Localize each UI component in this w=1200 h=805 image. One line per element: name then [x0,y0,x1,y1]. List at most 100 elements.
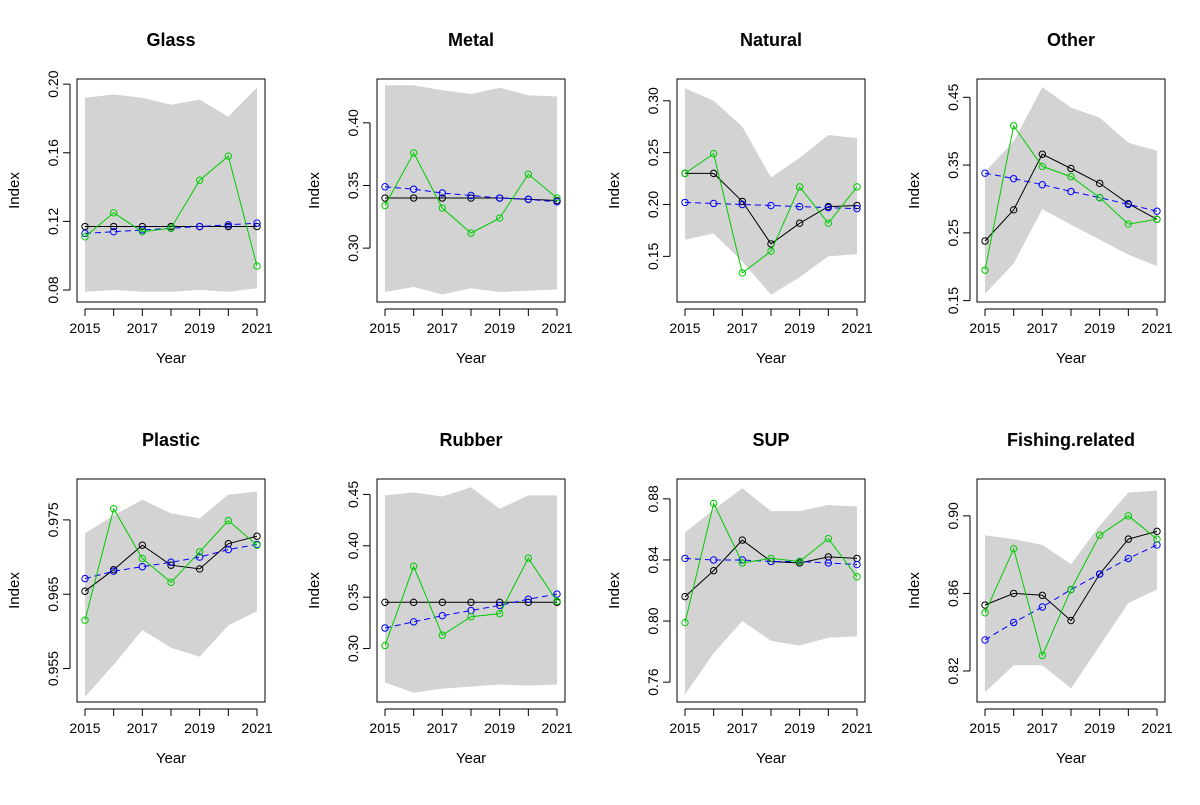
series-1-point [381,183,389,191]
plot-frame [676,478,866,703]
series-2-point [853,573,861,581]
series-1-point [1067,187,1075,196]
x-tick-label: 2019 [1084,720,1115,736]
series-1-point [1009,174,1018,183]
series-1-point [81,574,89,583]
series-2-point [1124,512,1133,520]
series-1-point [438,611,447,620]
series-2-point [109,505,118,513]
series-line-2 [684,152,858,274]
series-1-point [709,199,718,208]
panel-title: Plastic [142,430,200,450]
x-tick-label: 2017 [127,720,158,736]
series-1-point [495,601,504,610]
series-1-point [1124,200,1133,209]
x-tick-label: 2021 [1141,320,1172,336]
series-line-1 [684,557,858,565]
series-2-point [1153,215,1161,224]
y-tick-label: 0.35 [345,172,361,199]
panel-title: Glass [146,30,195,50]
series-0-point [467,598,475,607]
y-tick-label: 0.30 [345,635,361,662]
series-2-point [438,631,447,639]
series-1-point [109,227,118,236]
series-1-point [438,189,447,197]
series-2-point [524,554,533,562]
x-tick-label: 2019 [184,320,215,336]
x-tick-label: 2021 [541,720,572,736]
series-2-point [824,219,833,227]
series-1-point [709,556,718,564]
panel-glass: Glass 2015 2017 2019 2021 Year 0.08 0.12 0.16 0.2… [6,30,273,367]
x-tick-label: 2015 [969,720,1000,736]
y-tick-label: 0.30 [345,234,361,261]
series-line-0 [685,172,858,245]
y-tick-label: 0.16 [45,139,61,166]
series-2-point [795,183,804,191]
x-tick-label: 2017 [427,720,458,736]
y-axis-label: Index [906,172,923,209]
series-1-point [253,219,261,227]
series-1-point [224,545,233,554]
x-axis-label: Year [756,750,786,767]
series-2-point [681,618,689,627]
series-0-point [524,598,533,607]
series-2-point [1009,545,1018,553]
series-2-point [1067,585,1075,594]
series-0-point [795,219,804,227]
series-0-point [167,561,175,569]
series-2-point [767,554,775,563]
panel-fishing-related: Fishing.related 2015 2017 2019 2021 Year 0.82 0… [906,430,1173,767]
panel-title: Fishing.related [1007,430,1135,450]
panel-title: Rubber [440,430,503,450]
series-0-point [1009,589,1018,598]
series-2-point [1038,162,1047,171]
series-2-point [709,149,718,158]
series-2-point [553,194,561,202]
confidence-band [385,487,557,693]
series-0-point [681,592,689,601]
series-2-point [224,152,233,160]
x-axis-label: Year [456,750,486,767]
series-2-point [1038,651,1047,660]
series-2-point [381,201,389,210]
series-2-point [524,170,533,178]
series-0-point [1038,591,1047,600]
confidence-band [85,87,257,292]
y-tick-label: 0.45 [345,481,361,508]
x-tick-label: 2015 [669,320,700,336]
series-2-point [495,214,504,222]
plot-frame [76,78,266,303]
y-tick-label: 0.35 [945,151,961,178]
panel-title: SUP [752,430,789,450]
series-line-2 [384,557,558,646]
x-tick-label: 2015 [969,320,1000,336]
series-2-point [195,548,204,556]
series-2-point [709,499,718,508]
x-tick-label: 2017 [127,320,158,336]
series-2-point [738,269,747,277]
x-tick-label: 2017 [727,320,758,336]
confidence-band [985,490,1157,693]
y-tick-label: 0.82 [945,657,961,684]
confidence-band [685,488,857,695]
series-2-point [738,559,747,567]
y-tick-label: 0.80 [645,607,661,634]
panel-rubber: Rubber 2015 2017 2019 2021 Year 0.30 0.35 0.40 0.… [306,430,573,767]
y-tick-label: 0.35 [345,583,361,610]
x-tick-label: 2015 [369,320,400,336]
x-tick-label: 2021 [841,320,872,336]
series-1-point [109,567,118,575]
series-2-point [253,262,261,270]
y-axis-label: Index [306,172,323,209]
series-1-point [1009,618,1018,627]
confidence-band [985,87,1157,294]
y-axis-label: Index [606,172,623,209]
y-tick-label: 0.76 [645,668,661,695]
series-line-1 [684,201,858,210]
y-tick-label: 0.90 [945,502,961,529]
series-0-point [1009,206,1018,214]
series-0-point [981,237,989,245]
series-1-point [1095,570,1104,578]
series-0-point [109,222,118,231]
